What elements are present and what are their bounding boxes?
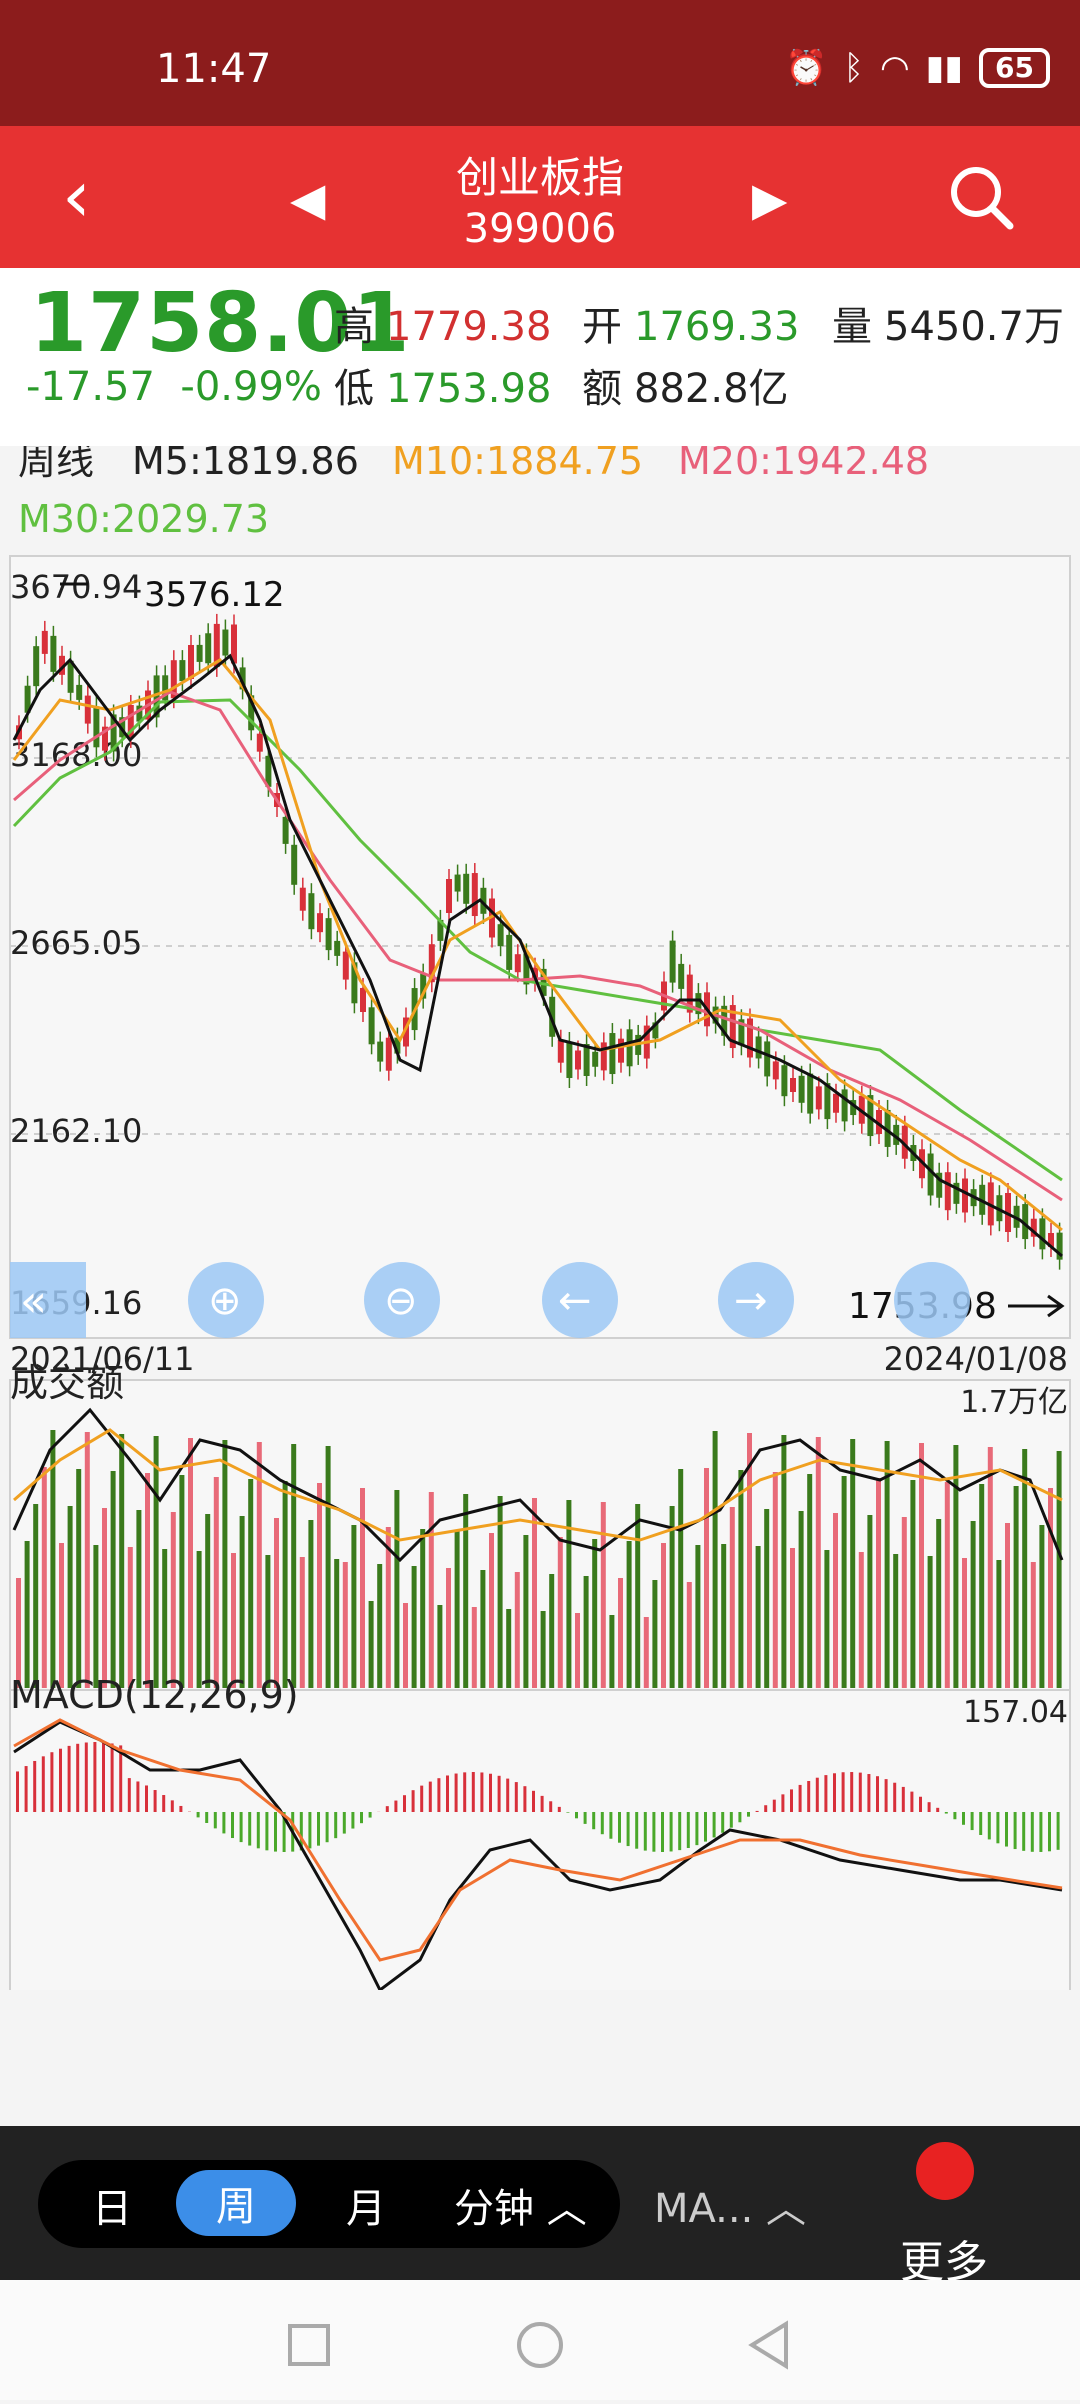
tab-ma[interactable]: MA... ︿ — [654, 2176, 806, 2234]
max-price-label: 3576.12 — [144, 575, 285, 615]
tab-week[interactable]: 周 — [176, 2170, 296, 2236]
tab-month[interactable]: 月 — [346, 2176, 386, 2234]
signal-icon: ▮▮ — [926, 48, 963, 88]
arrow-left-icon: ← — [558, 1278, 592, 1324]
title-bar: ‹ ◀ 创业板指 399006 ▶ — [0, 126, 1080, 268]
tab-day[interactable]: 日 — [92, 2176, 132, 2234]
status-time: 11:47 — [156, 46, 271, 92]
index-name: 创业板指 — [0, 144, 1080, 205]
back-nav-icon[interactable] — [752, 2324, 786, 2366]
index-code: 399006 — [0, 206, 1080, 252]
y-tick-1: 3670.94 — [10, 568, 142, 606]
ma5-label: M5:1819.86 — [132, 446, 359, 483]
status-bar: 11:47 ⏰ ᛒ ◠ ▮▮ 65 — [0, 0, 1080, 126]
y-tick-3: 2665.05 — [10, 924, 142, 962]
zoom-out-icon: ⊖ — [384, 1278, 418, 1324]
more-dot-icon — [916, 2142, 974, 2200]
ma20-label: M20:1942.48 — [678, 446, 929, 483]
macd-panel — [10, 1690, 1070, 1990]
alarm-icon: ⏰ — [785, 48, 827, 88]
kline-chart[interactable]: 周线 M5:1819.86 M10:1884.75 M20:1942.48 M3… — [0, 446, 1080, 1990]
macd-max-label: 157.04 — [963, 1695, 1068, 1730]
system-nav-bar — [0, 2280, 1080, 2400]
tab-minute[interactable]: 分钟 ︿ — [454, 2176, 587, 2234]
recents-icon[interactable] — [290, 2326, 328, 2364]
status-icons: ⏰ ᛒ ◠ ▮▮ 65 — [785, 48, 1050, 88]
macd-title: MACD(12,26,9) — [10, 1673, 299, 1717]
bluetooth-icon: ᛒ — [844, 48, 864, 88]
nav-buttons — [0, 2280, 1080, 2400]
volume-title: 成交额 — [10, 1361, 124, 1405]
price-change: -17.57 -0.99% — [26, 364, 322, 410]
zoom-in-icon: ⊕ — [208, 1278, 242, 1324]
forward-button[interactable] — [894, 1262, 970, 1338]
ma30-label: M30:2029.73 — [18, 497, 269, 541]
bottom-toolbar: 日 周 月 分钟 ︿ MA... ︿ 更多 — [0, 2126, 1080, 2280]
rewind-icon: « — [20, 1276, 47, 1327]
search-icon[interactable] — [948, 164, 1014, 230]
arrow-right-icon: → — [734, 1278, 768, 1324]
y-tick-4: 2162.10 — [10, 1112, 142, 1150]
date-end: 2024/01/08 — [884, 1340, 1068, 1378]
home-icon[interactable] — [519, 2324, 561, 2366]
battery-icon: 65 — [979, 48, 1050, 88]
wifi-icon: ◠ — [880, 48, 910, 88]
ma10-label: M10:1884.75 — [392, 446, 643, 483]
next-stock-icon[interactable]: ▶ — [752, 172, 787, 226]
volume-max-label: 1.7万亿 — [960, 1385, 1068, 1420]
period-label: 周线 — [18, 446, 94, 483]
